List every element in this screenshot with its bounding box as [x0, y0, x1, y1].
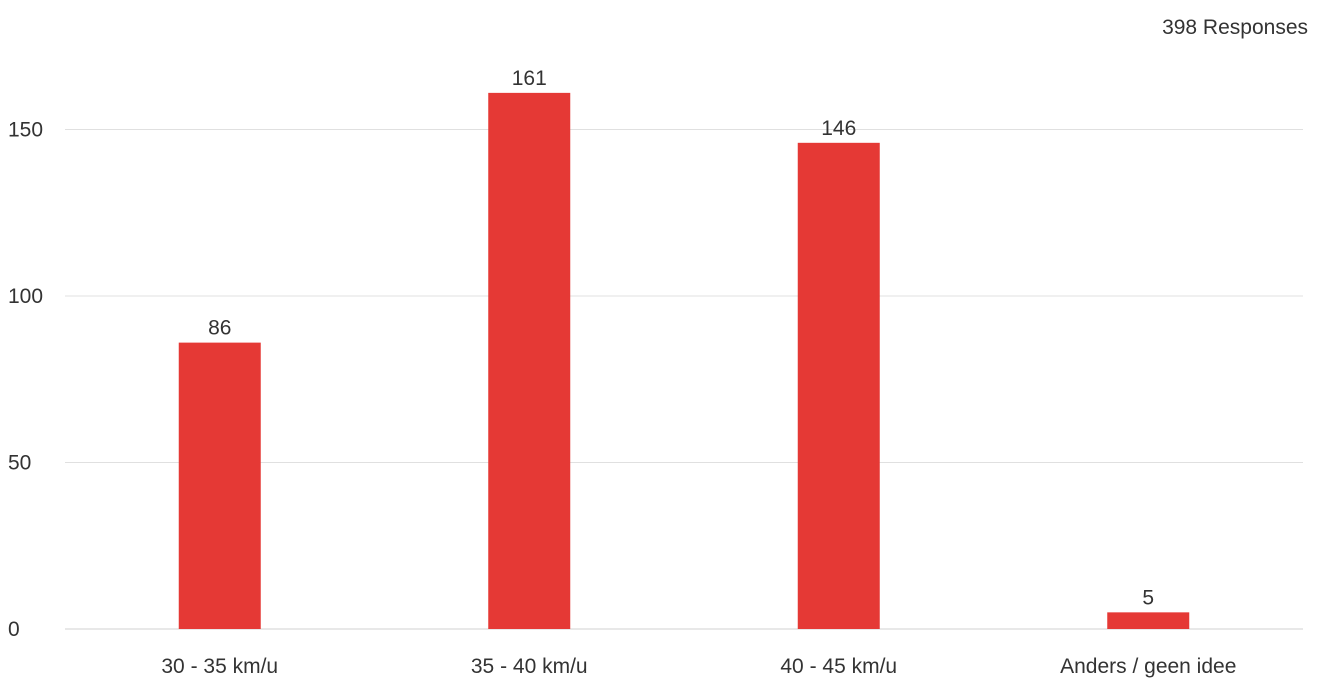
- data-label: 5: [1142, 586, 1154, 609]
- bars: [178, 92, 1190, 630]
- bar: [1107, 612, 1190, 629]
- bar: [797, 142, 880, 629]
- data-label: 146: [821, 117, 856, 140]
- y-tick-label: 150: [8, 119, 43, 142]
- bar: [488, 92, 571, 630]
- x-tick-label: Anders / geen idee: [1060, 655, 1236, 678]
- responses-count: 398 Responses: [1162, 16, 1308, 39]
- y-tick-label: 0: [8, 618, 20, 641]
- data-label: 161: [512, 67, 547, 90]
- y-tick-label: 50: [8, 452, 31, 475]
- y-tick-label: 100: [8, 285, 43, 308]
- data-labels: 86 161 146 5: [208, 67, 1154, 609]
- bar: [178, 342, 261, 629]
- x-tick-label: 35 - 40 km/u: [471, 655, 588, 678]
- x-tick-label: 40 - 45 km/u: [780, 655, 897, 678]
- y-axis-ticks: 0 50 100 150: [8, 119, 43, 642]
- x-tick-label: 30 - 35 km/u: [161, 655, 278, 678]
- grid-layer: [65, 129, 1303, 630]
- x-axis-ticks: 30 - 35 km/u 35 - 40 km/u 40 - 45 km/u Ande…: [161, 655, 1236, 678]
- data-label: 86: [208, 317, 231, 340]
